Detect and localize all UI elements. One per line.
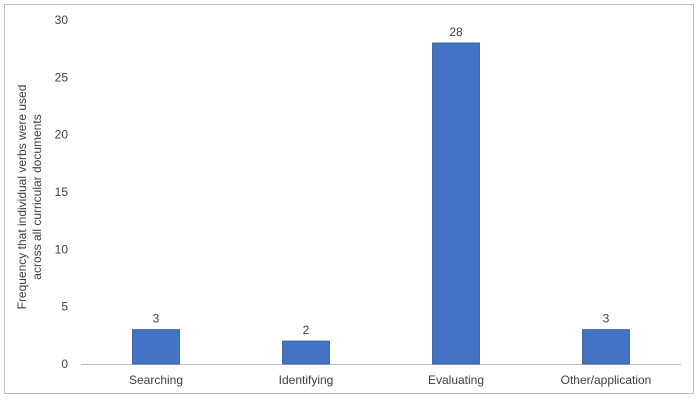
y-tick-label: 20 [55,128,69,142]
y-tick-label: 25 [55,70,69,84]
y-tick-label: 10 [55,242,69,256]
bar-data-label: 3 [603,312,610,326]
x-tick-label: Searching [129,373,183,387]
bar-evaluating [432,42,480,365]
chart-frame: 0 5 10 15 20 25 30 3 2 28 3 Searching Identifying E… [4,4,694,394]
bar-identifying [282,340,330,365]
y-axis-label-line-1: Frequency that individual verbs were use… [15,85,29,310]
x-tick-label: Evaluating [428,373,484,387]
bar-other-application [582,329,630,365]
x-tick-label: Identifying [279,373,334,387]
y-axis-ticks: 0 5 10 15 20 25 30 [55,13,69,371]
y-tick-label: 30 [55,13,69,27]
x-tick-label: Other/application [561,373,652,387]
y-tick-label: 15 [55,185,69,199]
bar-data-label: 28 [449,25,463,39]
bar-chart: 0 5 10 15 20 25 30 3 2 28 3 Searching Identifying E… [15,13,681,387]
bars-group: 3 2 28 3 [132,25,630,365]
y-tick-label: 0 [61,357,68,371]
y-tick-label: 5 [61,300,68,314]
bar-data-label: 2 [303,323,310,337]
bar-searching [132,329,180,365]
x-axis-tick-labels: Searching Identifying Evaluating Other/appl… [129,373,651,387]
y-axis-label-line-2: across all curricular documents [30,114,44,279]
bar-data-label: 3 [153,312,160,326]
